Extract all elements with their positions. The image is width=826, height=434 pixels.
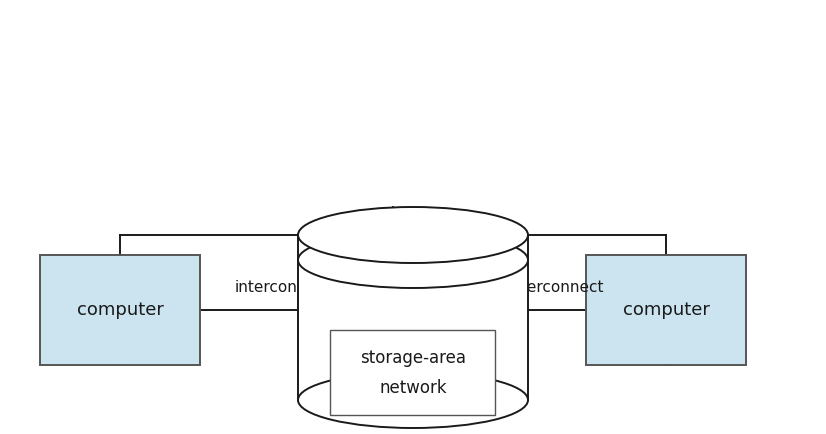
FancyBboxPatch shape [313,255,473,365]
Text: computer: computer [349,301,436,319]
Text: interconnect: interconnect [508,280,605,295]
Ellipse shape [298,372,528,428]
Text: storage-area
network: storage-area network [360,349,466,397]
Bar [298,235,528,400]
Ellipse shape [298,232,528,288]
Ellipse shape [298,207,528,263]
Text: computer: computer [623,301,710,319]
Text: interconnect: interconnect [235,280,331,295]
FancyBboxPatch shape [330,330,495,415]
FancyBboxPatch shape [586,255,746,365]
Text: computer: computer [77,301,164,319]
FancyBboxPatch shape [40,255,200,365]
